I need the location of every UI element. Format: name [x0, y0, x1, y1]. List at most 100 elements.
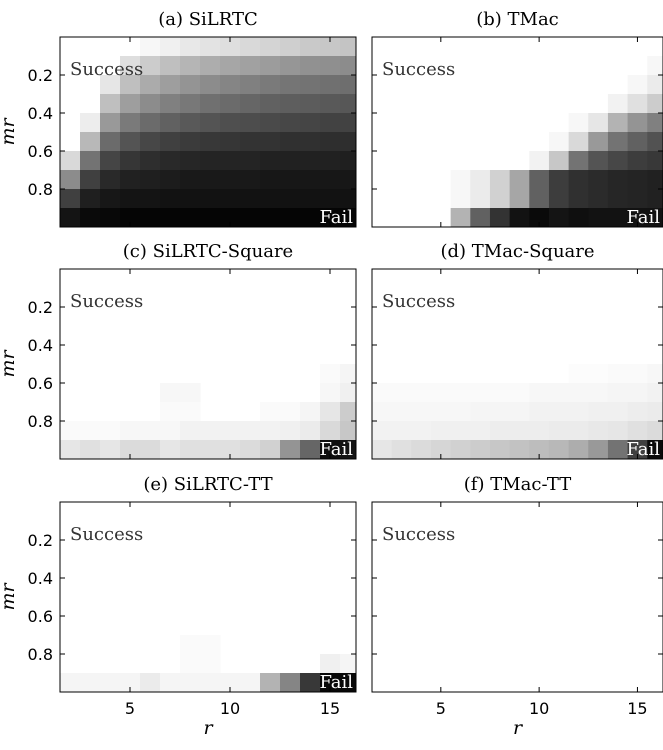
heatmap-cell — [280, 673, 301, 692]
panel-title: (e) SiLRTC-TT — [143, 474, 272, 495]
panel-2: (c) SiLRTC-Square 0.2 0.4 0.6 0.8 mr Success Fa… — [0, 241, 357, 460]
heatmap-cell — [280, 189, 301, 209]
heatmap-cell — [489, 170, 511, 190]
heatmap-cell — [320, 189, 341, 209]
heatmap-cell — [607, 132, 629, 152]
heatmap-cell — [340, 402, 356, 422]
panel-1: (b) TMac Success Fail — [371, 9, 663, 228]
heatmap-cell — [160, 673, 181, 692]
heatmap-cell — [607, 170, 629, 190]
heatmap-cell — [340, 170, 356, 190]
heatmap-cell — [200, 440, 221, 459]
annotation-fail: Fail — [626, 207, 660, 228]
heatmap-cell — [100, 94, 121, 114]
plot-frame — [59, 36, 357, 228]
heatmap-cell — [120, 56, 141, 76]
heatmap-cell — [300, 151, 321, 171]
heatmap-cell — [140, 440, 161, 459]
heatmap-cell — [391, 421, 412, 441]
heatmap-cell — [160, 151, 181, 171]
panel-title: (c) SiLRTC-Square — [123, 241, 293, 262]
heatmap-cell — [548, 170, 570, 190]
heatmap-cell — [627, 75, 648, 95]
y-tick-label: 0.6 — [28, 374, 53, 393]
heatmap-cell — [260, 75, 281, 95]
heatmap-cell — [340, 113, 356, 133]
heatmap-cell — [647, 189, 663, 209]
panel-title: (d) TMac-Square — [440, 241, 594, 262]
heatmap-cell — [260, 189, 281, 209]
heatmap-cell — [280, 94, 301, 114]
heatmap-cell — [120, 151, 141, 171]
heatmap-cell — [220, 56, 241, 76]
heatmap-cell — [450, 402, 471, 422]
heatmap-cell — [489, 440, 511, 459]
heatmap-cell — [340, 673, 356, 692]
heatmap-cell — [180, 75, 201, 95]
heatmap-cell — [100, 673, 121, 692]
panel-title: (b) TMac — [476, 9, 559, 30]
annotation-fail: Fail — [319, 672, 353, 693]
heatmap-cell — [450, 421, 471, 441]
heatmap-cell — [220, 94, 241, 114]
heatmap-cell — [200, 56, 221, 76]
heatmap-cell — [607, 421, 629, 441]
heatmap-cell — [340, 189, 356, 209]
heatmap-cell — [372, 421, 393, 441]
heatmap-cell — [320, 170, 341, 190]
heatmap-cell — [240, 94, 261, 114]
y-tick-label: 0.2 — [28, 531, 53, 550]
heatmap-cells — [450, 56, 663, 227]
heatmap-cell — [80, 113, 101, 133]
heatmap-cell — [260, 56, 281, 76]
heatmap-cell — [340, 151, 356, 171]
heatmap-cell — [200, 113, 221, 133]
heatmap-cell — [391, 402, 412, 422]
heatmap-cell — [220, 440, 241, 459]
heatmap-cell — [607, 189, 629, 209]
heatmap-cell — [120, 113, 141, 133]
heatmap-cell — [320, 94, 341, 114]
heatmap-cell — [300, 440, 321, 459]
heatmap-cell — [200, 673, 221, 692]
heatmap-cell — [411, 402, 432, 422]
heatmap-cell — [140, 208, 161, 227]
heatmap-cell — [60, 170, 81, 190]
x-tick-label: 15 — [627, 699, 647, 718]
heatmap-cell — [240, 189, 261, 209]
panel-5: (f) TMac-TT 5 10 15 r Success — [371, 474, 663, 739]
annotation-success: Success — [70, 291, 143, 312]
heatmap-cell — [260, 440, 281, 459]
heatmap-cell — [240, 151, 261, 171]
x-tick-label: 5 — [436, 699, 446, 718]
heatmap-cell — [160, 208, 181, 227]
heatmap-cell — [627, 402, 648, 422]
heatmap-cell — [300, 170, 321, 190]
heatmap-cell — [340, 132, 356, 152]
heatmap-cell — [120, 170, 141, 190]
heatmap-cell — [60, 208, 81, 227]
heatmap-cell — [260, 37, 281, 57]
heatmap-cell — [300, 673, 321, 692]
x-tick-label: 5 — [125, 699, 135, 718]
heatmap-cell — [320, 113, 341, 133]
heatmap-cell — [647, 402, 663, 422]
heatmap-cell — [529, 383, 550, 403]
heatmap-cell — [180, 654, 201, 674]
heatmap-cell — [140, 673, 161, 692]
heatmap-cell — [140, 37, 161, 57]
heatmap-cell — [568, 440, 589, 459]
heatmap-cell — [320, 208, 341, 227]
panel-4: (e) SiLRTC-TT 0.2 0.4 0.6 0.8 5 10 15 mr r Success… — [0, 474, 357, 739]
y-tick-label: 0.6 — [28, 607, 53, 626]
heatmap-cell — [430, 402, 452, 422]
heatmap-cell — [588, 440, 609, 459]
heatmap-cell — [548, 383, 570, 403]
heatmap-cell — [300, 421, 321, 441]
heatmap-cell — [240, 440, 261, 459]
heatmap-cell — [220, 189, 241, 209]
heatmap-cell — [509, 170, 530, 190]
heatmap-cell — [470, 208, 491, 227]
heatmap-cell — [180, 189, 201, 209]
